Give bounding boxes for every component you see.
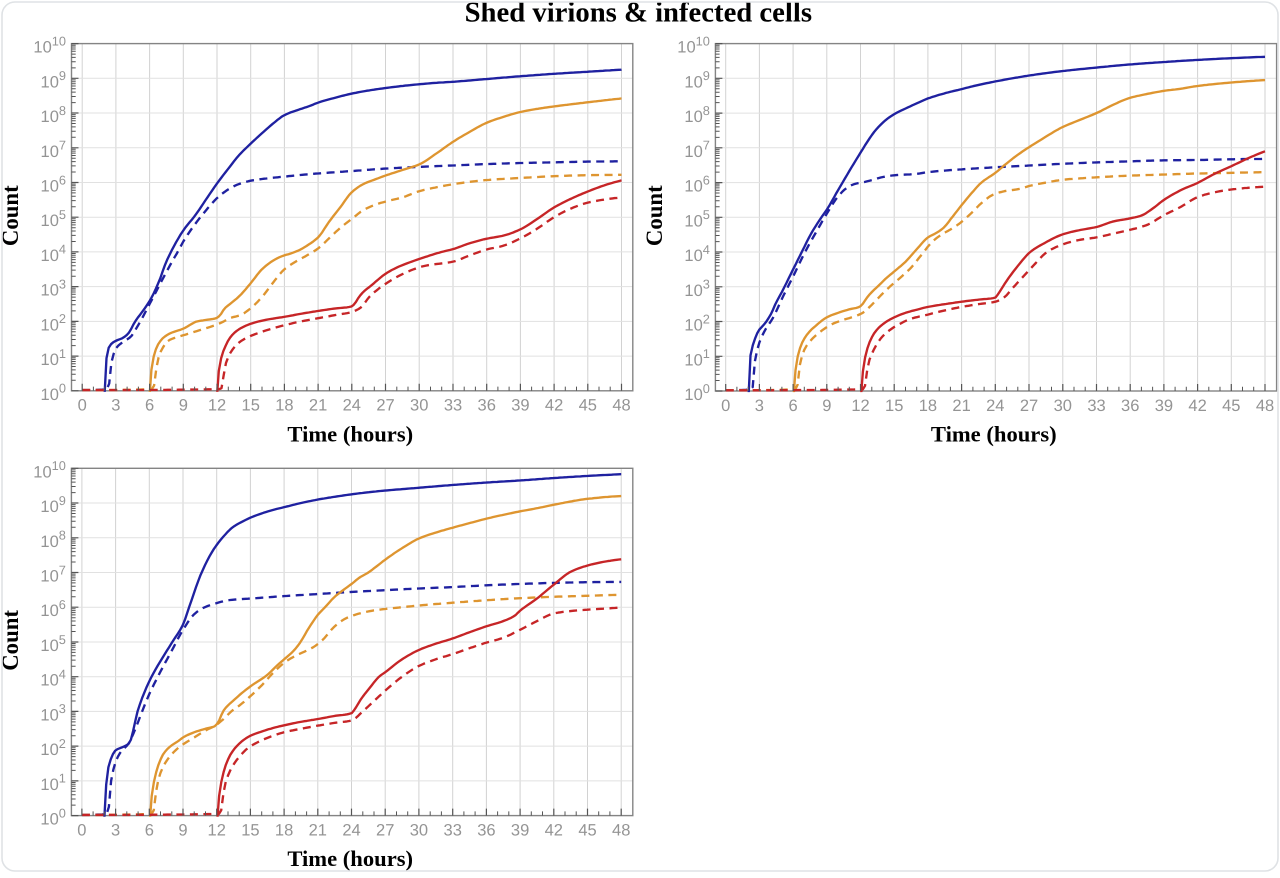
svg-text:15: 15 [242,397,260,415]
svg-text:39: 39 [511,822,529,840]
svg-text:Time (hours): Time (hours) [287,421,413,446]
svg-text:48: 48 [612,822,630,840]
svg-text:104: 104 [684,242,709,265]
svg-text:107: 107 [684,138,709,161]
svg-text:3: 3 [111,822,120,840]
svg-text:104: 104 [40,667,65,690]
svg-text:12: 12 [851,397,869,415]
svg-text:30: 30 [1054,397,1072,415]
svg-text:39: 39 [511,397,529,415]
svg-text:104: 104 [41,242,66,265]
svg-text:Shed virions & infected cells: Shed virions & infected cells [465,0,812,28]
svg-text:0: 0 [721,397,730,415]
svg-text:109: 109 [40,493,65,516]
svg-text:103: 103 [40,701,65,724]
svg-text:21: 21 [309,397,327,415]
svg-text:1010: 1010 [33,33,66,56]
svg-text:103: 103 [41,276,66,299]
svg-text:15: 15 [885,397,903,415]
svg-text:18: 18 [919,397,937,415]
svg-text:106: 106 [40,597,65,620]
svg-text:9: 9 [179,397,188,415]
svg-text:33: 33 [444,822,462,840]
svg-text:102: 102 [40,736,65,759]
svg-text:107: 107 [41,138,66,161]
svg-text:27: 27 [1020,397,1038,415]
svg-text:42: 42 [545,822,563,840]
svg-text:33: 33 [444,397,462,415]
svg-text:108: 108 [40,528,65,551]
svg-text:33: 33 [1087,397,1105,415]
svg-text:106: 106 [684,172,709,195]
svg-text:109: 109 [41,68,66,91]
svg-text:Time (hours): Time (hours) [931,421,1057,446]
svg-text:108: 108 [41,103,66,126]
svg-text:30: 30 [410,822,428,840]
svg-text:105: 105 [41,207,66,230]
svg-text:Count: Count [0,185,23,246]
svg-text:9: 9 [178,822,187,840]
svg-text:102: 102 [684,311,709,334]
svg-text:21: 21 [309,822,327,840]
svg-text:105: 105 [684,207,709,230]
svg-text:24: 24 [986,397,1004,415]
svg-text:18: 18 [275,822,293,840]
svg-text:45: 45 [1222,397,1240,415]
svg-text:18: 18 [275,397,293,415]
svg-text:6: 6 [789,397,798,415]
svg-text:24: 24 [342,822,360,840]
svg-text:30: 30 [410,397,428,415]
svg-text:0: 0 [78,397,87,415]
svg-text:15: 15 [241,822,259,840]
svg-text:21: 21 [952,397,970,415]
svg-text:12: 12 [208,397,226,415]
svg-text:101: 101 [684,346,709,369]
svg-text:Count: Count [642,185,667,246]
svg-text:3: 3 [111,397,120,415]
svg-text:36: 36 [478,397,496,415]
svg-text:45: 45 [579,397,597,415]
svg-text:9: 9 [822,397,831,415]
svg-text:24: 24 [343,397,361,415]
svg-text:100: 100 [41,381,66,404]
svg-text:107: 107 [40,562,65,585]
svg-text:105: 105 [40,632,65,655]
svg-text:101: 101 [41,346,66,369]
svg-text:48: 48 [1256,397,1274,415]
svg-text:101: 101 [40,771,65,794]
svg-text:12: 12 [208,822,226,840]
svg-text:102: 102 [41,311,66,334]
svg-text:27: 27 [376,822,394,840]
svg-text:Count: Count [0,610,23,671]
svg-text:6: 6 [145,397,154,415]
svg-text:1010: 1010 [677,33,710,56]
svg-text:39: 39 [1155,397,1173,415]
svg-text:48: 48 [612,397,630,415]
svg-text:1010: 1010 [33,458,66,481]
svg-text:109: 109 [684,68,709,91]
svg-text:36: 36 [1121,397,1139,415]
svg-text:108: 108 [684,103,709,126]
svg-text:106: 106 [41,172,66,195]
svg-text:Time (hours): Time (hours) [287,846,413,871]
svg-text:45: 45 [578,822,596,840]
svg-text:100: 100 [684,381,709,404]
svg-text:103: 103 [684,277,709,300]
svg-text:36: 36 [477,822,495,840]
svg-text:3: 3 [755,397,764,415]
svg-text:27: 27 [376,397,394,415]
svg-text:6: 6 [145,822,154,840]
svg-text:0: 0 [77,822,86,840]
svg-text:100: 100 [40,805,65,828]
svg-text:42: 42 [545,397,563,415]
svg-text:42: 42 [1188,397,1206,415]
